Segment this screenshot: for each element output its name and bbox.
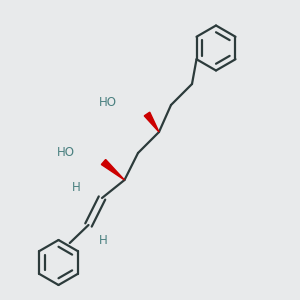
Text: HO: HO <box>99 95 117 109</box>
Text: H: H <box>99 233 108 247</box>
Text: H: H <box>72 181 81 194</box>
Polygon shape <box>144 112 159 132</box>
Text: HO: HO <box>57 146 75 160</box>
Polygon shape <box>101 160 124 180</box>
